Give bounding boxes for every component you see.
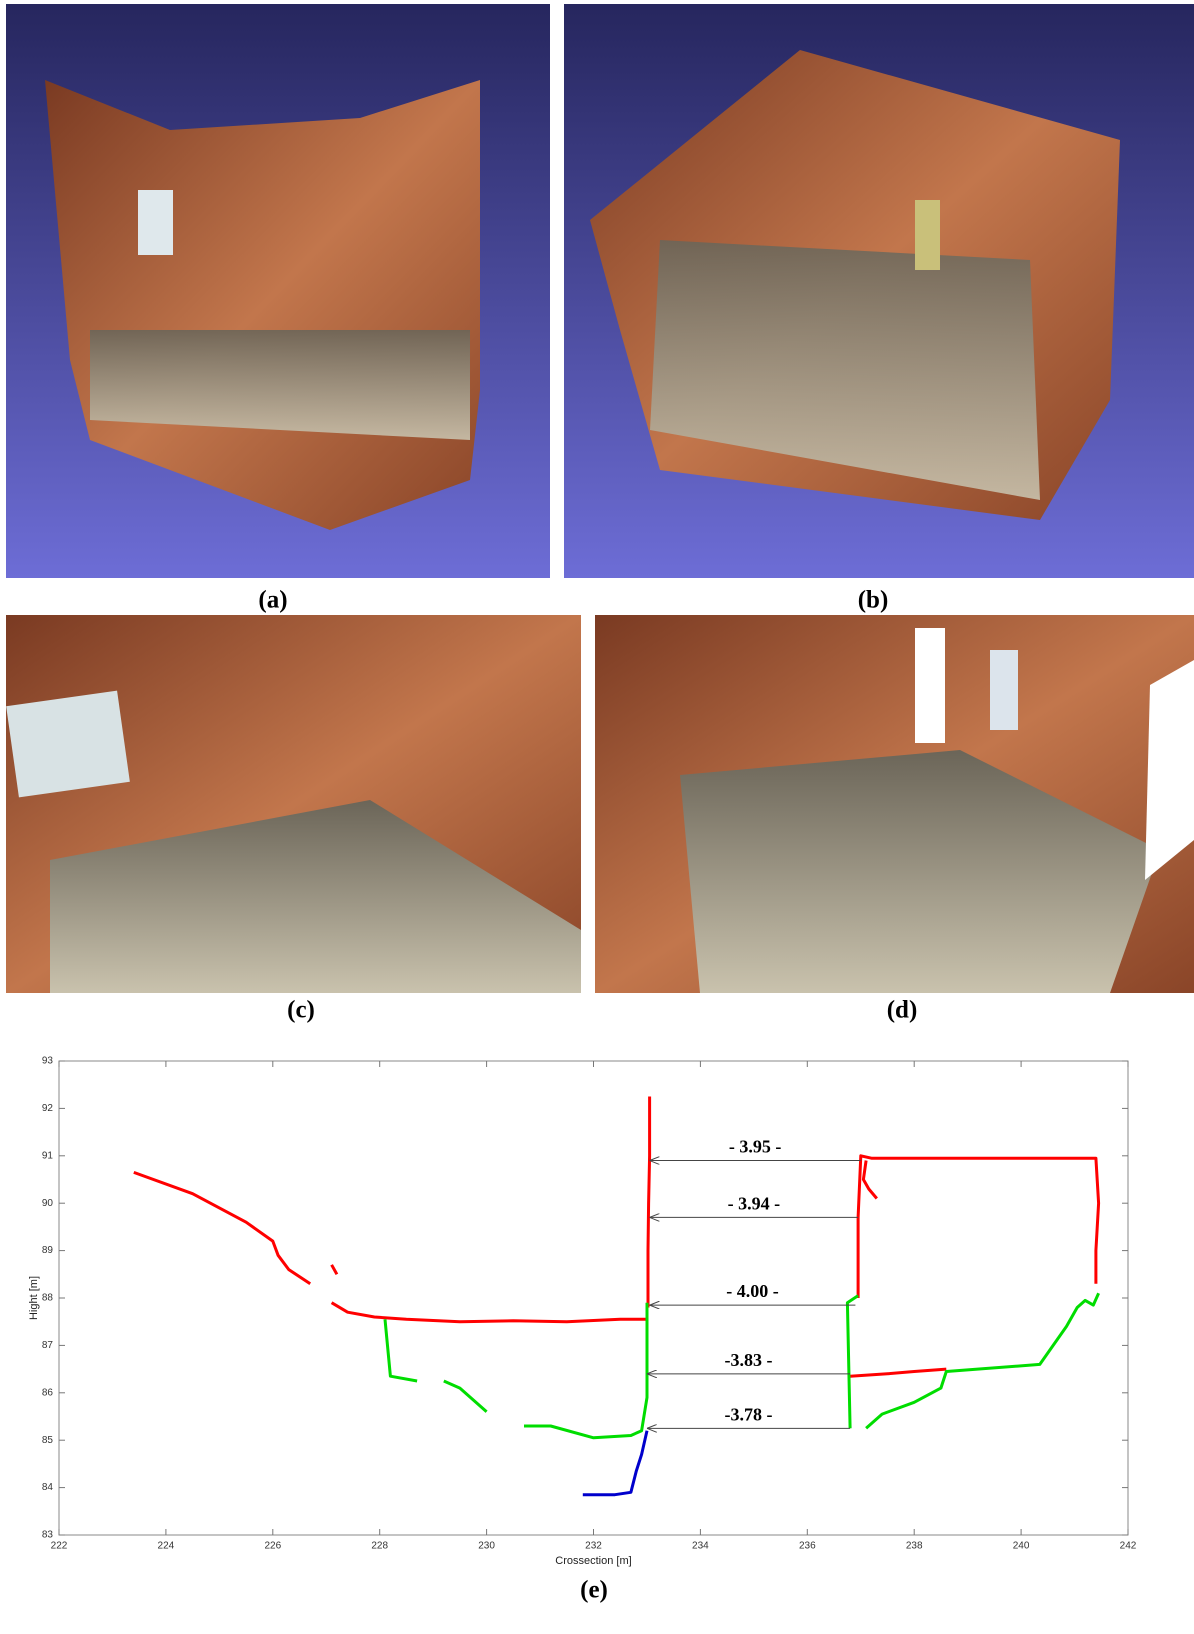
x-tick-label: 242 bbox=[1120, 1541, 1137, 1552]
x-tick-label: 234 bbox=[692, 1541, 709, 1552]
x-tick-label: 236 bbox=[799, 1541, 816, 1552]
chart: 222 224 226 228 230 232 234 236 238 240 242 83 84 85 8… bbox=[28, 1056, 1137, 1567]
x-tick-label: 224 bbox=[158, 1541, 175, 1552]
photo-b bbox=[564, 4, 1194, 578]
y-tick-label: 88 bbox=[42, 1293, 54, 1304]
x-tick-label: 232 bbox=[585, 1541, 602, 1552]
plot-area bbox=[59, 1061, 1128, 1535]
measure-label: - 3.95 - bbox=[729, 1137, 782, 1157]
y-axis-title: Hight [m] bbox=[28, 1276, 40, 1320]
photo-d bbox=[595, 615, 1194, 993]
x-axis-title: Crossection [m] bbox=[555, 1555, 631, 1567]
x-tick-label: 228 bbox=[371, 1541, 388, 1552]
y-tick-label: 85 bbox=[42, 1435, 54, 1446]
x-tick-label: 230 bbox=[478, 1541, 495, 1552]
y-tick-label: 84 bbox=[42, 1482, 54, 1493]
photo-c bbox=[6, 615, 581, 993]
measure-label: -3.83 - bbox=[725, 1350, 773, 1370]
x-tick-label: 222 bbox=[51, 1541, 68, 1552]
y-tick-label: 90 bbox=[42, 1198, 54, 1209]
panel-label: (d) bbox=[887, 997, 918, 1024]
y-tick-label: 92 bbox=[42, 1103, 54, 1114]
x-tick-label: 238 bbox=[906, 1541, 923, 1552]
panel-label: (b) bbox=[858, 587, 889, 614]
y-tick-label: 91 bbox=[42, 1150, 54, 1161]
photo-a bbox=[6, 4, 550, 578]
x-tick-label: 240 bbox=[1013, 1541, 1030, 1552]
measure-label: -3.78 - bbox=[725, 1404, 773, 1424]
panel-label: (e) bbox=[580, 1577, 608, 1604]
panel-label: (c) bbox=[287, 997, 315, 1024]
x-tick-label: 226 bbox=[264, 1541, 281, 1552]
y-tick-label: 93 bbox=[42, 1056, 54, 1067]
measure-label: - 4.00 - bbox=[726, 1281, 779, 1301]
y-tick-label: 83 bbox=[42, 1530, 54, 1541]
y-tick-label: 86 bbox=[42, 1387, 54, 1398]
figure: (a) (b) (c) (d) (e) 222 224 226 228 230 232 23… bbox=[0, 0, 1194, 1634]
measure-label: - 3.94 - bbox=[728, 1194, 781, 1214]
y-tick-label: 89 bbox=[42, 1245, 54, 1256]
y-tick-label: 87 bbox=[42, 1340, 54, 1351]
panel-label: (a) bbox=[258, 587, 287, 614]
